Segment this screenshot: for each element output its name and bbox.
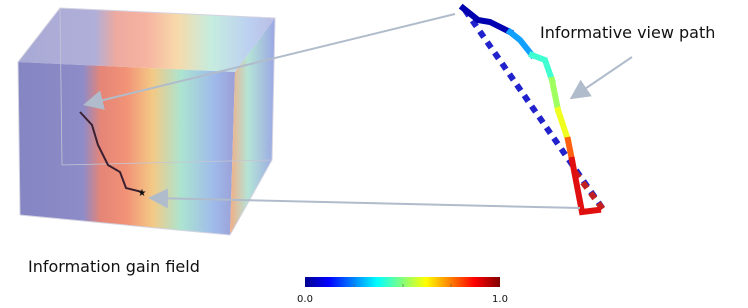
gain-field-box: [17, 7, 276, 236]
colorbar-min: 0.0: [297, 294, 313, 305]
box-side: [230, 18, 275, 235]
straight-path-end: [572, 170, 608, 214]
colorbar: [305, 277, 500, 287]
box-front: [18, 62, 235, 235]
arrows: [83, 13, 633, 209]
field-label: Information gain field: [28, 257, 200, 276]
colorbar-ticks: [353, 284, 452, 287]
colorbar-max: 1.0: [492, 294, 508, 305]
path-label: Informative view path: [540, 23, 715, 42]
straight-path: [462, 8, 608, 214]
path-end-star: ★: [138, 188, 147, 199]
view-path: [458, 3, 602, 216]
field-path: [79, 111, 143, 193]
box-hidden-edges: [59, 7, 273, 166]
box-top: [18, 8, 275, 72]
